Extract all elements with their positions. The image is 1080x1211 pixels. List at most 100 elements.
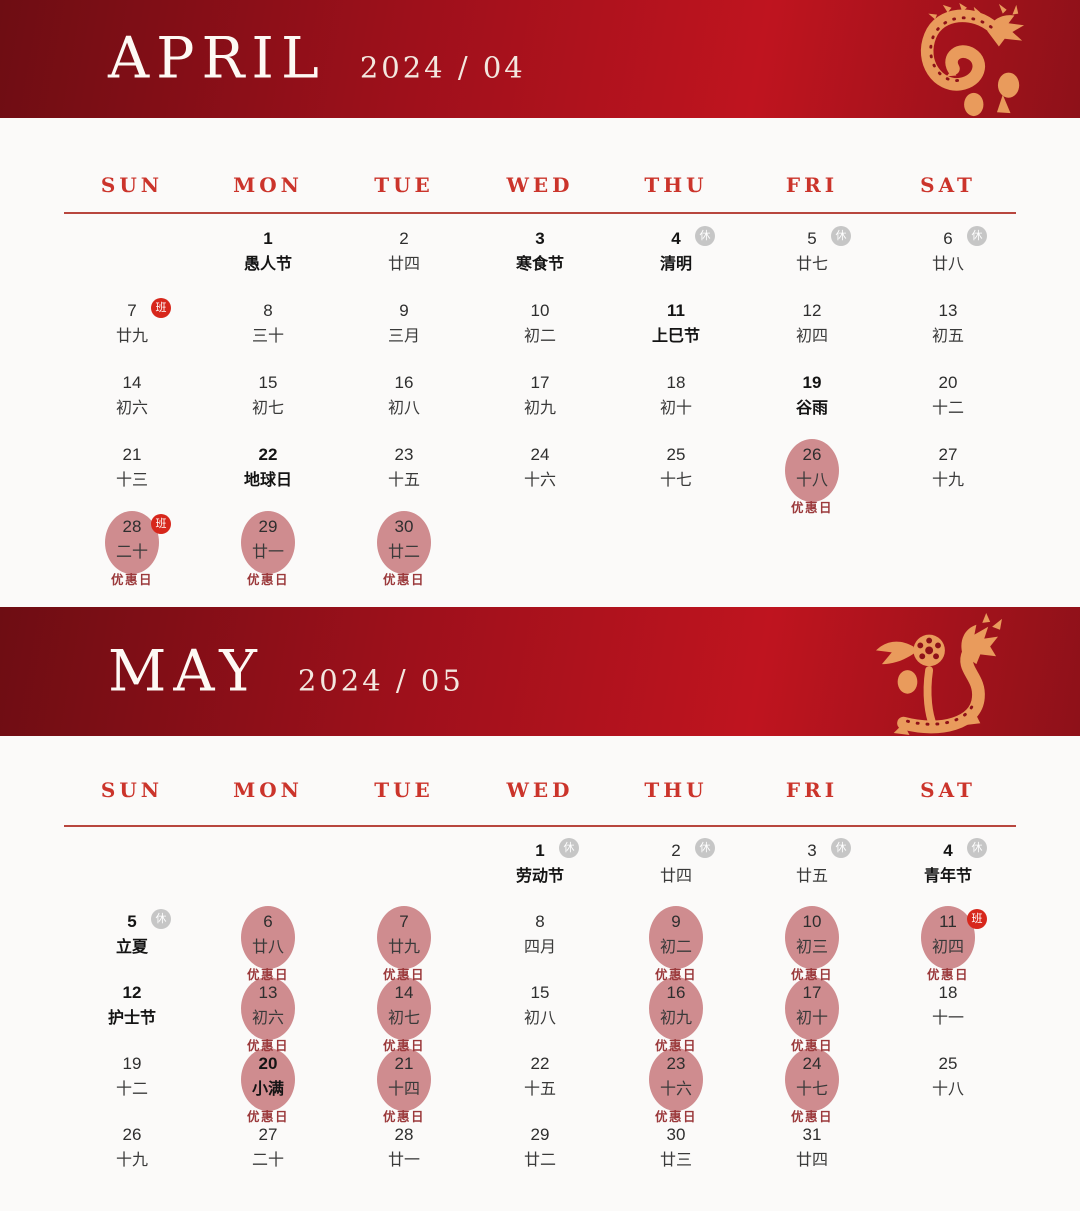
calendar-day: 30 廿三 <box>608 1119 744 1190</box>
month-section-april: APRIL 2024 / 04 <box>0 0 1080 587</box>
lunar-label: 初二 <box>523 328 556 345</box>
discount-highlight <box>105 511 159 574</box>
day-number: 5 <box>127 912 137 931</box>
calendar-day: 29 廿二 <box>472 1119 608 1190</box>
calendar-day: 18 十一 <box>880 977 1016 1048</box>
day-number: 22 <box>530 1054 550 1073</box>
lunar-label: 四月 <box>523 939 556 956</box>
calendar-day: 11 上巳节 <box>608 295 744 367</box>
discount-highlight <box>241 511 295 574</box>
calendar-day: 13 初六优惠日 <box>200 977 336 1053</box>
dragon-icon <box>876 613 1002 736</box>
lunar-label: 初七 <box>387 1010 420 1027</box>
discount-highlight <box>785 977 839 1040</box>
weekday-label: SUN <box>100 778 164 802</box>
day-number: 29 <box>258 517 278 536</box>
day-number: 24 <box>530 445 550 464</box>
day-number: 2 <box>399 229 409 248</box>
day-number: 20 <box>938 373 958 392</box>
rest-badge: 休 <box>967 838 987 858</box>
weekday-label: SAT <box>920 778 976 802</box>
day-number: 3 <box>807 841 817 860</box>
lunar-label: 十六 <box>659 1081 692 1098</box>
lunar-label: 廿一 <box>387 1152 420 1169</box>
lunar-label: 二十 <box>251 1152 284 1169</box>
discount-highlight <box>785 439 839 502</box>
week-row: 7 廿九班 8 三十 9 三月 10 初二 11 上巳节 12 初四 13 初五 <box>64 295 1016 367</box>
week-row: 21 十三 22 地球日 23 十五 24 十六 25 十七 26 十八 优惠日 27 十九 <box>64 439 1016 515</box>
lunar-label: 廿九 <box>387 939 420 956</box>
calendar-day: 1 劳动节 休 <box>472 835 608 906</box>
calendar-day: 2 廿四 <box>336 223 472 295</box>
weekday-label: FRI <box>785 173 839 197</box>
week-row: 12 护士节 13 初六 优惠日 14 初七 优惠日 15 初八 16 初九 优惠日 17 初十 优惠日 18 十… <box>64 977 1016 1053</box>
discount-day-label: 优惠日 <box>790 968 833 982</box>
calendar-day: 3 廿五休 <box>744 835 880 906</box>
calendar-day: 21 十三 <box>64 439 200 511</box>
week-row: 1 劳动节休 2 廿四休 3 廿五休 4 青年节休 <box>64 835 1016 906</box>
day-number: 27 <box>938 445 958 464</box>
weekday-label: WED <box>506 778 574 802</box>
discount-highlight <box>649 1048 703 1111</box>
calendar-day: 4 青年节 休 <box>880 835 1016 906</box>
week-row: 28 二十班优惠日 29 廿一 优惠日 30 廿二 优惠日 <box>64 511 1016 587</box>
day-number: 30 <box>394 517 414 536</box>
lunar-label: 二十 <box>115 544 148 561</box>
discount-day-label: 优惠日 <box>246 1039 289 1053</box>
empty-cell <box>608 511 744 583</box>
weekday-label: TUE <box>374 173 434 197</box>
festival-label: 上巳节 <box>651 328 700 345</box>
lunar-label: 廿五 <box>795 868 828 885</box>
lunar-label: 廿二 <box>387 544 420 561</box>
week-row: 14 初六 15 初七 16 初八 17 初九 18 初十 19 谷雨 20 十二 <box>64 367 1016 439</box>
festival-label: 护士节 <box>107 1010 156 1027</box>
weekday-label: MON <box>233 778 303 802</box>
banner-heading: APRIL 2024 / 04 <box>108 30 526 88</box>
day-number: 20 <box>258 1054 278 1073</box>
day-number: 14 <box>394 983 414 1002</box>
day-number: 10 <box>802 912 822 931</box>
calendar-day: 5 立夏休 <box>64 906 200 977</box>
discount-highlight <box>241 906 295 969</box>
empty-cell <box>64 223 200 295</box>
lunar-label: 十二 <box>931 400 964 417</box>
day-number: 10 <box>530 301 550 320</box>
lunar-label: 三十 <box>251 328 284 345</box>
calendar-day: 17 初十 优惠日 <box>744 977 880 1053</box>
day-number: 6 <box>943 229 953 248</box>
lunar-label: 初六 <box>251 1010 284 1027</box>
day-number: 26 <box>122 1125 142 1144</box>
day-number: 4 <box>671 229 681 248</box>
rest-badge: 休 <box>695 838 715 858</box>
lunar-label: 初五 <box>931 328 964 345</box>
weekday-label: SAT <box>920 173 976 197</box>
empty-cell <box>336 835 472 906</box>
day-number: 13 <box>258 983 278 1002</box>
day-number: 8 <box>263 301 273 320</box>
discount-highlight <box>377 511 431 574</box>
calendar-day: 25 十八 <box>880 1048 1016 1119</box>
day-number: 15 <box>530 983 550 1002</box>
weeks-container: 1 愚人节 2 廿四 3 寒食节 4 清明休 5 廿七休 6 廿八休 7 廿九班 8 三十 9 三月 10 初二 11 上… <box>64 214 1016 587</box>
week-row: 26 十九 27 二十 28 廿一 29 廿二 30 廿三 31 廿四 <box>64 1119 1016 1190</box>
discount-day-label: 优惠日 <box>382 1039 425 1053</box>
week-row: 1 愚人节 2 廿四 3 寒食节 4 清明休 5 廿七休 6 廿八休 <box>64 223 1016 295</box>
day-number: 13 <box>938 301 958 320</box>
lunar-label: 廿八 <box>251 939 284 956</box>
festival-label: 青年节 <box>923 868 972 885</box>
day-number: 7 <box>399 912 409 931</box>
calendar-day: 4 清明休 <box>608 223 744 295</box>
discount-day-label: 优惠日 <box>246 1110 289 1124</box>
day-number: 11 <box>667 301 685 320</box>
day-number: 15 <box>258 373 278 392</box>
day-number: 17 <box>802 983 822 1002</box>
lunar-label: 廿三 <box>659 1152 692 1169</box>
rest-badge: 休 <box>831 226 851 246</box>
calendar-day: 30 廿二优惠日 <box>336 511 472 587</box>
day-number: 16 <box>394 373 414 392</box>
discount-day-label: 优惠日 <box>790 1110 833 1124</box>
calendar-day: 12 初四 <box>744 295 880 367</box>
day-number: 9 <box>399 301 409 320</box>
discount-day-label: 优惠日 <box>110 573 153 587</box>
discount-day-label: 优惠日 <box>382 573 425 587</box>
